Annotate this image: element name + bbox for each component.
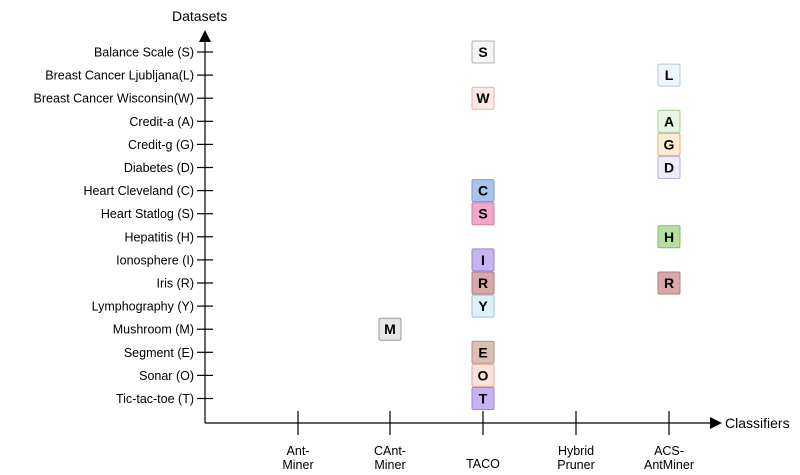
dataset-mark-box xyxy=(657,225,681,249)
dataset-mark: Y xyxy=(471,294,495,318)
dataset-mark-box xyxy=(657,63,681,87)
y-axis-ticks: Balance Scale (S) Breast Cancer Ljubljana… xyxy=(34,46,213,406)
dataset-mark: S xyxy=(471,202,495,226)
dataset-mark-letter: R xyxy=(664,275,674,291)
dataset-label: Breast Cancer Ljubljana(L) xyxy=(45,69,194,83)
dataset-mark-letter: I xyxy=(481,252,485,268)
dataset-mark: E xyxy=(471,340,495,364)
dataset-mark-box xyxy=(471,86,495,110)
dataset-mark-letter: G xyxy=(664,136,675,152)
dataset-mark-letter: S xyxy=(478,44,487,60)
dataset-mark: G xyxy=(657,132,681,156)
dataset-mark-box xyxy=(657,271,681,295)
classifier-label: Ant- xyxy=(287,444,310,458)
classifier-label: Miner xyxy=(374,458,405,472)
dataset-mark: I xyxy=(471,248,495,272)
dataset-label: Heart Cleveland (C) xyxy=(84,184,194,198)
dataset-mark: R xyxy=(657,271,681,295)
dataset-mark-letter: O xyxy=(478,367,489,383)
dataset-mark-letter: T xyxy=(479,391,488,407)
dataset-label: Heart Statlog (S) xyxy=(101,207,194,221)
dataset-mark-letter: C xyxy=(478,183,488,199)
classifier-label: CAnt- xyxy=(374,444,406,458)
dataset-label: Lymphography (Y) xyxy=(92,300,194,314)
dataset-mark: D xyxy=(657,156,681,179)
dataset-mark-letter: W xyxy=(476,90,490,106)
dataset-mark: O xyxy=(471,363,495,387)
dataset-mark: T xyxy=(471,387,495,410)
dataset-mark: A xyxy=(657,109,681,133)
dataset-label: Hepatitis (H) xyxy=(125,230,194,244)
dataset-mark-letter: L xyxy=(665,67,674,83)
dataset-mark-box xyxy=(471,248,495,272)
dataset-mark: H xyxy=(657,225,681,249)
dataset-mark-box xyxy=(471,363,495,387)
dataset-mark-letter: E xyxy=(478,344,487,360)
x-axis-title: Classifiers xyxy=(725,415,790,431)
dataset-mark-letter: Y xyxy=(478,298,488,314)
classifier-label: Miner xyxy=(282,458,313,472)
dataset-mark-box xyxy=(657,109,681,133)
dataset-mark-letter: S xyxy=(478,206,487,222)
classifier-label: TACO xyxy=(466,457,500,471)
dataset-label: Diabetes (D) xyxy=(124,161,194,175)
dataset-label: Credit-a (A) xyxy=(129,115,194,129)
dataset-label: Breast Cancer Wisconsin(W) xyxy=(34,92,194,106)
dataset-mark-box xyxy=(471,294,495,318)
classifier-label: Pruner xyxy=(557,458,595,472)
dataset-mark: S xyxy=(471,40,495,64)
classifier-label: Hybrid xyxy=(558,444,594,458)
classifier-label: ACS- xyxy=(654,444,684,458)
dataset-label: Sonar (O) xyxy=(139,369,194,383)
dataset-label: Iris (R) xyxy=(157,277,195,291)
dataset-mark-letter: D xyxy=(664,160,674,176)
dataset-mark: R xyxy=(471,271,495,295)
dataset-mark-letter: M xyxy=(384,321,396,337)
dataset-mark: W xyxy=(471,86,495,110)
dataset-mark: L xyxy=(657,63,681,87)
dataset-mark-letter: A xyxy=(664,113,674,129)
dataset-label: Mushroom (M) xyxy=(113,323,194,337)
dataset-mark-letter: H xyxy=(664,229,674,245)
dataset-label: Balance Scale (S) xyxy=(94,46,194,60)
dataset-mark-box xyxy=(378,317,402,341)
dataset-mark-box xyxy=(471,340,495,364)
dataset-mark: M xyxy=(378,317,402,341)
dataset-mark-box xyxy=(657,156,681,179)
dataset-mark-box xyxy=(471,387,495,410)
dataset-mark-box xyxy=(471,271,495,295)
dataset-label: Ionosphere (I) xyxy=(116,253,194,267)
dataset-mark: C xyxy=(471,179,495,203)
dataset-label: Tic-tac-toe (T) xyxy=(116,392,194,406)
y-axis-title: Datasets xyxy=(172,8,227,24)
classifier-label: AntMiner xyxy=(644,458,694,472)
dataset-mark-box xyxy=(471,202,495,226)
dataset-mark-box xyxy=(657,132,681,156)
dataset-label: Credit-g (G) xyxy=(128,138,194,152)
dataset-mark-letter: R xyxy=(478,275,488,291)
dataset-mark-box xyxy=(471,179,495,203)
dataset-mark-box xyxy=(471,40,495,64)
dataset-label: Segment (E) xyxy=(124,346,194,360)
